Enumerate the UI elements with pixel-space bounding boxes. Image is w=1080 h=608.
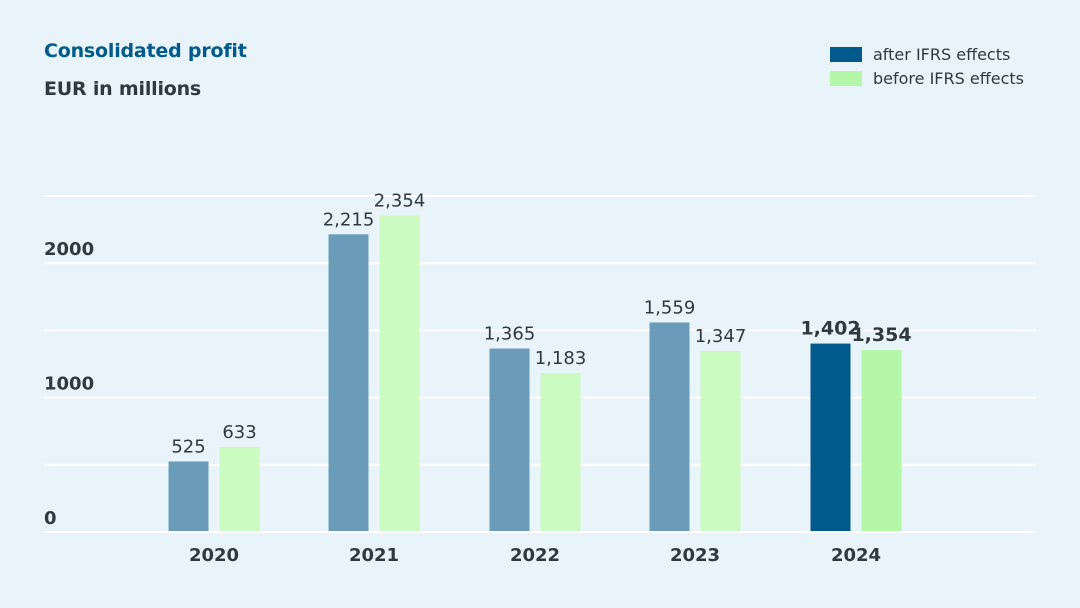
- bar-after-ifrs: [649, 322, 690, 532]
- data-label-before-ifrs: 1,183: [535, 348, 587, 369]
- bar-before-ifrs: [379, 215, 420, 532]
- bar-before-ifrs: [219, 446, 260, 532]
- data-label-before-ifrs: 1,347: [695, 326, 747, 347]
- x-category-label: 2024: [831, 545, 881, 566]
- legend-item-after-ifrs: after IFRS effects: [830, 42, 1024, 66]
- chart-title: Consolidated profit: [44, 40, 247, 62]
- chart-legend: after IFRS effects before IFRS effects: [830, 42, 1024, 90]
- legend-label-before-ifrs: before IFRS effects: [873, 68, 1024, 88]
- legend-swatch-after-ifrs: [830, 46, 862, 62]
- bar-after-ifrs: [168, 461, 209, 532]
- bar-before-ifrs: [700, 350, 741, 532]
- data-label-after-ifrs: 1,559: [644, 297, 696, 318]
- bar-after-ifrs: [328, 234, 369, 532]
- legend-item-before-ifrs: before IFRS effects: [830, 66, 1024, 90]
- x-category-label: 2022: [510, 545, 560, 566]
- data-label-after-ifrs: 1,402: [800, 318, 860, 340]
- legend-label-after-ifrs: after IFRS effects: [873, 44, 1011, 64]
- data-label-after-ifrs: 525: [171, 436, 205, 457]
- chart-subtitle: EUR in millions: [44, 78, 202, 100]
- bar-before-ifrs: [861, 350, 902, 532]
- y-tick-label: 1000: [44, 374, 94, 395]
- legend-swatch-before-ifrs: [830, 70, 862, 86]
- data-label-before-ifrs: 633: [222, 422, 256, 443]
- bar-after-ifrs: [810, 343, 851, 532]
- bar-before-ifrs: [540, 373, 581, 532]
- bar-after-ifrs: [489, 348, 530, 532]
- data-label-after-ifrs: 1,365: [484, 324, 536, 345]
- x-category-label: 2020: [189, 545, 239, 566]
- data-label-before-ifrs: 1,354: [851, 324, 911, 346]
- y-tick-label: 0: [44, 508, 57, 529]
- y-tick-label: 2000: [44, 239, 94, 260]
- x-category-label: 2023: [670, 545, 720, 566]
- x-category-label: 2021: [349, 545, 399, 566]
- data-label-after-ifrs: 2,215: [323, 209, 375, 230]
- data-label-before-ifrs: 2,354: [374, 191, 426, 212]
